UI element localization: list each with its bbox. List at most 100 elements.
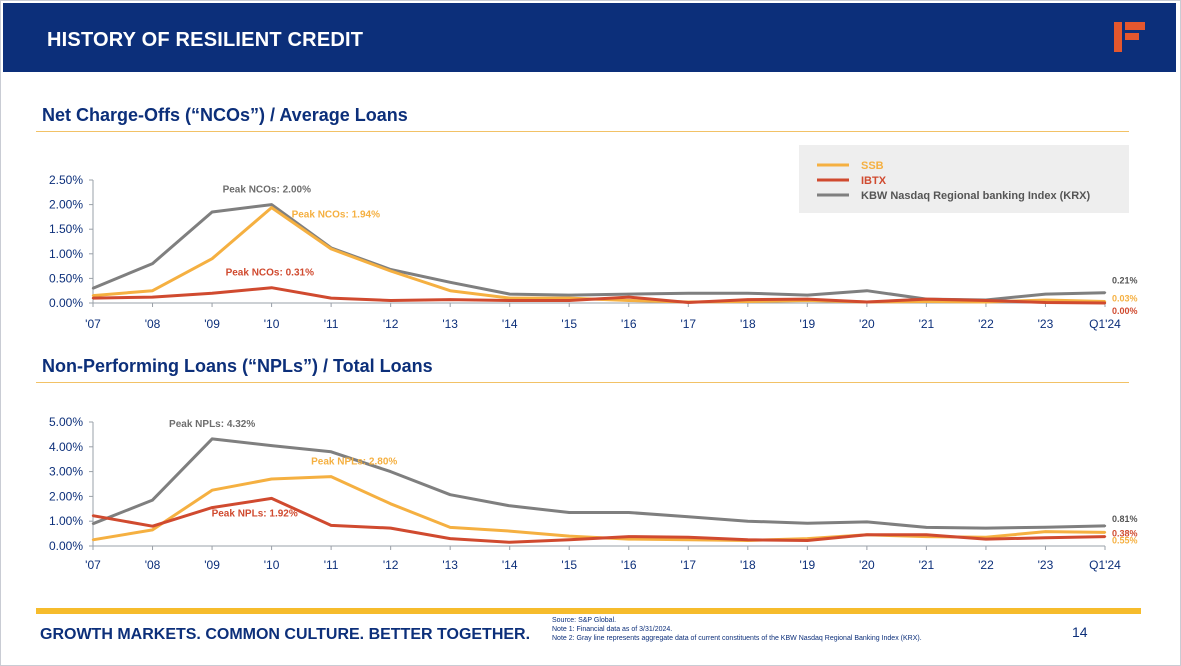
data-point-ibtx — [448, 298, 452, 301]
data-point-ssb — [91, 538, 95, 541]
data-point-ibtx — [210, 291, 214, 295]
y-tick-label: 1.00% — [49, 247, 83, 261]
x-tick-label: '09 — [204, 558, 220, 572]
company-f-logo-icon — [1114, 22, 1145, 52]
y-tick-label: 5.00% — [49, 415, 83, 429]
end-value-label-ssb: 0.55% — [1112, 535, 1138, 545]
data-point-ibtx — [1044, 536, 1047, 540]
data-point-krx — [508, 504, 511, 508]
data-point-ibtx — [746, 538, 750, 541]
source-note: Source: S&P Global. — [552, 617, 617, 624]
y-tick-label: 0.50% — [49, 271, 83, 285]
peak-annotation-krx: Peak NPLs: 4.32% — [169, 419, 255, 430]
legend-label-ssb: SSB — [861, 160, 884, 172]
x-tick-label: '14 — [502, 317, 518, 331]
peak-annotation-ssb: Peak NPLs: 2.80% — [311, 457, 397, 468]
data-point-ssb — [1044, 298, 1047, 302]
x-tick-label: '12 — [383, 317, 399, 331]
data-point-ssb — [151, 528, 154, 532]
data-point-ibtx — [389, 526, 392, 530]
data-point-ssb — [627, 537, 630, 541]
data-point-ssb — [329, 247, 333, 251]
x-tick-label: '15 — [561, 558, 577, 572]
x-tick-label: '10 — [264, 317, 280, 331]
y-tick-label: 1.50% — [49, 222, 83, 236]
y-tick-label: 3.00% — [49, 465, 83, 479]
data-point-ssb — [389, 269, 392, 273]
peak-annotation-ibtx: Peak NPLs: 1.92% — [212, 508, 298, 519]
series-line-ibtx — [92, 286, 1106, 305]
data-point-ibtx — [687, 536, 690, 539]
data-point-ibtx — [984, 537, 988, 541]
series-line-ssb — [92, 206, 1106, 304]
data-point-ibtx — [329, 296, 333, 300]
data-point-krx — [270, 203, 273, 206]
x-tick-label: '15 — [561, 317, 577, 331]
y-tick-label: 2.00% — [49, 489, 83, 503]
data-point-ibtx — [389, 299, 392, 302]
data-point-krx — [329, 450, 333, 453]
y-tick-label: 0.00% — [49, 539, 83, 553]
end-value-label-krx: 0.21% — [1112, 276, 1138, 286]
data-point-krx — [865, 520, 869, 524]
peak-annotation-ibtx: Peak NCOs: 0.31% — [226, 268, 314, 279]
x-tick-label: '22 — [978, 317, 994, 331]
series-line-krx — [92, 203, 1106, 302]
data-point-krx — [151, 498, 154, 502]
data-point-krx — [925, 526, 928, 529]
legend-label-krx: KBW Nasdaq Regional banking Index (KRX) — [861, 190, 1091, 202]
data-point-krx — [627, 511, 630, 514]
data-point-ibtx — [270, 497, 273, 500]
x-tick-label: '07 — [85, 317, 101, 331]
x-tick-label: '11 — [324, 317, 339, 331]
end-value-label-ibtx: 0.38% — [1112, 529, 1138, 539]
x-tick-label: '13 — [442, 317, 458, 331]
data-point-ssb — [627, 299, 630, 302]
data-point-ibtx — [568, 538, 571, 541]
note-2: Note 2: Gray line represents aggregate d… — [552, 635, 922, 642]
data-point-ssb — [1103, 531, 1107, 534]
npl-line-chart: 0.00% 1.00% 2.00% 3.00% 4.00% 5.00% '07 '08 '09 '… — [49, 415, 1138, 572]
data-point-ssb — [210, 489, 214, 492]
section-divider — [36, 131, 1129, 132]
x-tick-label: '11 — [324, 558, 339, 572]
page-title: HISTORY OF RESILIENT CREDIT — [47, 29, 364, 51]
x-tick-label: '17 — [680, 317, 696, 331]
x-tick-label: '23 — [1038, 558, 1054, 572]
x-tick-label: '08 — [145, 317, 161, 331]
x-tick-label: '18 — [740, 317, 756, 331]
peak-annotation-krx: Peak NCOs: 2.00% — [223, 185, 311, 196]
data-point-ibtx — [925, 297, 928, 301]
data-point-ssb — [389, 502, 392, 506]
end-value-label-ibtx: 0.00% — [1112, 306, 1138, 316]
data-point-krx — [448, 493, 452, 496]
data-point-ibtx — [925, 533, 928, 537]
x-tick-label: '19 — [800, 317, 816, 331]
data-point-krx — [568, 511, 571, 514]
x-tick-label: '21 — [919, 317, 935, 331]
data-point-ibtx — [568, 299, 571, 302]
series-line-ibtx — [92, 496, 1106, 544]
data-point-krx — [389, 470, 392, 473]
data-point-krx — [270, 444, 273, 447]
footer-notes: Source: S&P Global. Note 1: Financial da… — [552, 616, 922, 643]
data-point-krx — [151, 262, 154, 265]
x-tick-label: '16 — [621, 317, 637, 331]
footer-accent-bar — [36, 608, 1141, 614]
data-point-ssb — [925, 300, 928, 303]
data-point-krx — [687, 291, 690, 295]
x-tick-label: '09 — [204, 317, 220, 331]
x-tick-label: '18 — [740, 558, 756, 572]
data-point-krx — [568, 293, 571, 297]
nco-line-chart: 0.00% 0.50% 1.00% 1.50% 2.00% 2.50% '07 '08 '09 '… — [49, 145, 1138, 331]
chart-title-ncos: Net Charge-Offs (“NCOs”) / Average Loans — [42, 105, 408, 125]
data-point-ibtx — [508, 299, 511, 302]
legend-label-ibtx: IBTX — [861, 175, 887, 187]
data-point-ssb — [508, 296, 511, 300]
data-point-ibtx — [91, 296, 95, 300]
data-point-krx — [984, 526, 988, 530]
data-point-ibtx — [627, 535, 630, 538]
data-point-krx — [746, 291, 750, 295]
data-point-ibtx — [329, 524, 333, 527]
data-point-ibtx — [627, 295, 630, 299]
